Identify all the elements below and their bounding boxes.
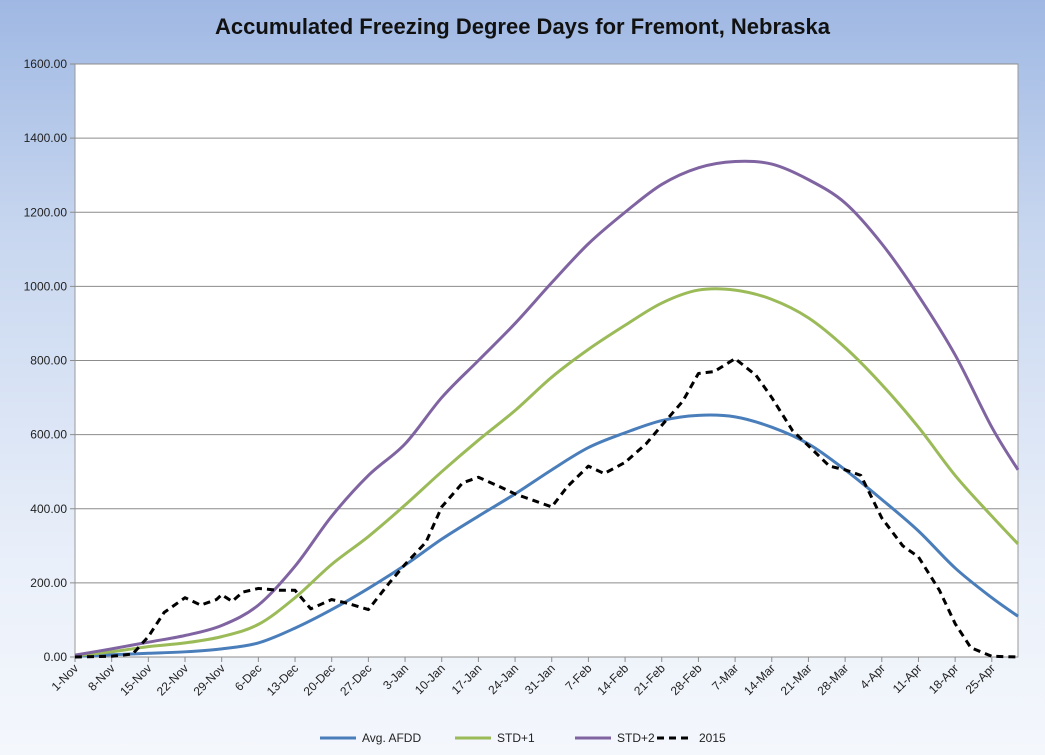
x-tick-label: 7-Mar — [709, 661, 741, 693]
series-lines — [74, 159, 1020, 659]
x-tick-label: 14-Mar — [741, 661, 778, 698]
x-tick-label: 25-Apr — [963, 661, 998, 696]
y-axis: 0.00 200.00 400.00 600.00 800.00 1000.00 1200.… — [24, 57, 75, 664]
x-tick-label: 13-Dec — [264, 661, 301, 698]
y-tick-label: 1600.00 — [24, 57, 68, 71]
x-axis: 1-Nov 8-Nov 15-Nov 22-Nov 29-Nov 6-Dec 13-Dec 2… — [49, 657, 998, 698]
y-tick-label: 800.00 — [30, 354, 67, 368]
y-tick-label: 0.00 — [44, 650, 68, 664]
x-tick-label: 31-Jan — [522, 661, 558, 697]
legend-label: 2015 — [699, 731, 726, 745]
x-tick-label: 14-Feb — [594, 661, 631, 698]
x-tick-label: 24-Jan — [485, 661, 521, 697]
x-tick-label: 10-Jan — [412, 661, 448, 697]
y-tick-label: 200.00 — [30, 576, 67, 590]
series-line-std-1 — [74, 287, 1020, 658]
x-tick-label: 4-Apr — [857, 661, 888, 692]
x-tick-label: 3-Jan — [380, 661, 411, 692]
x-tick-label: 15-Nov — [117, 661, 154, 698]
x-tick-label: 7-Feb — [562, 661, 594, 693]
x-tick-label: 21-Feb — [631, 661, 668, 698]
y-tick-label: 1200.00 — [24, 205, 68, 219]
legend-label: STD+2 — [617, 731, 655, 745]
y-tick-label: 400.00 — [30, 502, 67, 516]
series-line-avg-afdd — [74, 413, 1019, 658]
series-line-2015 — [74, 357, 1019, 659]
x-tick-label: 17-Jan — [449, 661, 485, 697]
series-line-std-2 — [74, 159, 1020, 657]
y-tick-label: 600.00 — [30, 428, 67, 442]
legend: Avg. AFDD STD+1 STD+2 2015 — [320, 731, 726, 745]
chart-title: Accumulated Freezing Degree Days for Fre… — [215, 14, 830, 39]
x-tick-label: 28-Mar — [814, 661, 851, 698]
legend-label: STD+1 — [497, 731, 535, 745]
legend-label: Avg. AFDD — [362, 731, 421, 745]
x-tick-label: 1-Nov — [49, 661, 82, 694]
x-tick-label: 27-Dec — [337, 661, 374, 698]
x-tick-label: 20-Dec — [301, 661, 338, 698]
x-tick-label: 28-Feb — [668, 661, 705, 698]
x-tick-label: 11-Apr — [890, 661, 925, 696]
x-tick-label: 29-Nov — [191, 661, 228, 698]
y-tick-label: 1000.00 — [24, 279, 68, 293]
x-tick-label: 21-Mar — [778, 661, 815, 698]
y-tick-label: 1400.00 — [24, 131, 68, 145]
x-tick-label: 18-Apr — [926, 661, 961, 696]
x-tick-label: 22-Nov — [154, 661, 191, 698]
x-tick-label: 6-Dec — [232, 661, 265, 694]
x-tick-label: 8-Nov — [85, 661, 118, 694]
